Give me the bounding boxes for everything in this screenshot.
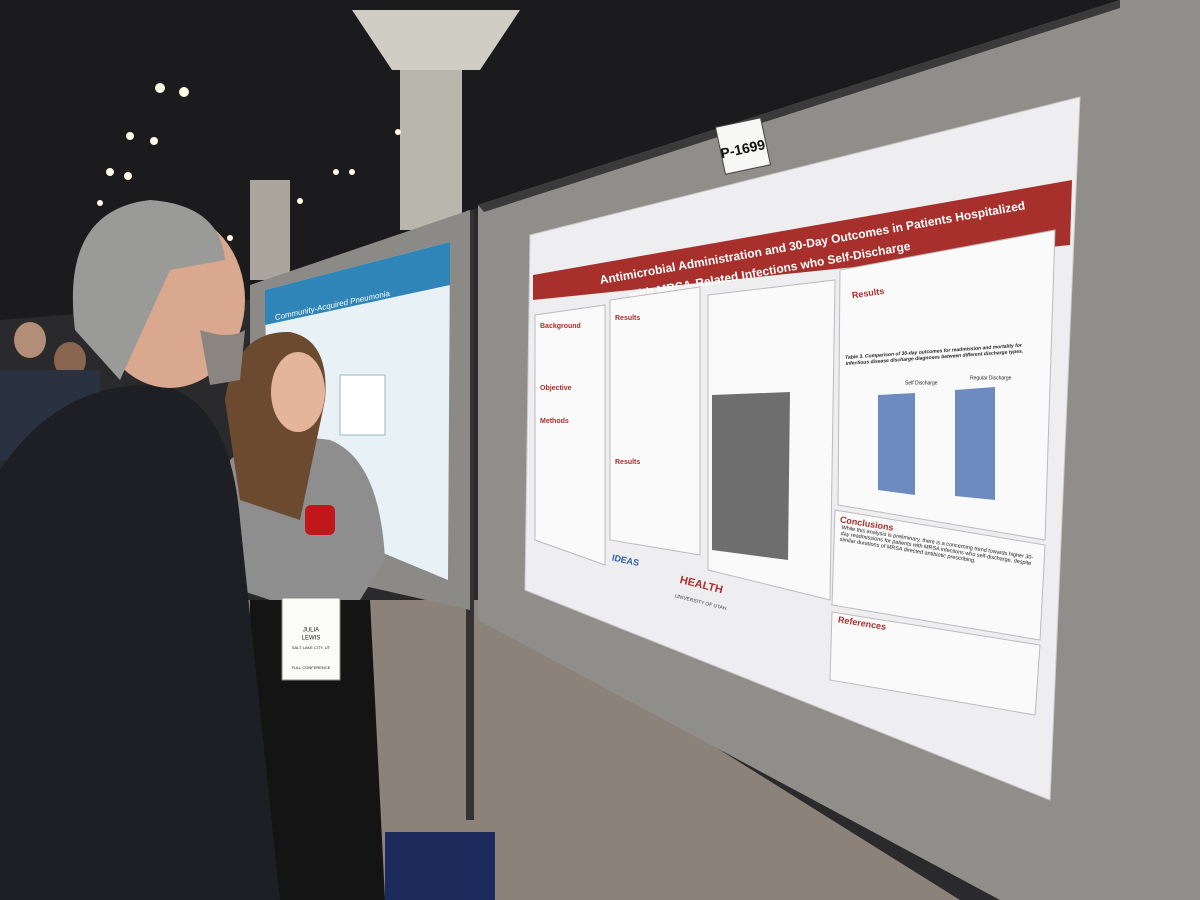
badge-name: LEWIS — [302, 636, 321, 642]
table-column: Self Discharge — [905, 380, 938, 386]
badge-name: JULIA — [303, 628, 319, 634]
badge — [281, 597, 341, 681]
table-2 — [712, 392, 790, 560]
soda-can — [305, 505, 335, 535]
man-hair — [72, 200, 225, 380]
sign-card — [714, 117, 772, 175]
badge-type: FULL CONFERENCE — [292, 665, 331, 670]
panel-frame — [478, 0, 1120, 212]
section-heading: Results — [851, 286, 885, 300]
man-jacket — [0, 384, 280, 900]
table-column: Regular Discharge — [970, 375, 1012, 381]
section-heading: Objective — [540, 385, 572, 392]
pillar-capital — [352, 10, 520, 70]
pillar — [400, 60, 462, 230]
woman-face — [271, 352, 325, 432]
left-poster-banner — [265, 242, 450, 325]
pillar — [250, 180, 290, 280]
section-heading: Background — [540, 323, 581, 330]
floor — [240, 600, 960, 900]
section-heading: Results — [615, 459, 640, 466]
section-heading: Methods — [540, 418, 569, 425]
bag — [385, 832, 495, 900]
left-poster-chart — [339, 374, 386, 436]
person-background — [54, 342, 86, 378]
section-heading: Results — [615, 315, 640, 322]
table-shading — [878, 393, 915, 495]
table-shading — [955, 387, 995, 500]
man-beard — [200, 330, 245, 385]
ceiling-lights — [97, 83, 401, 241]
person-background — [14, 322, 46, 358]
badge-city: SALT LAKE CITY, UT — [292, 645, 331, 650]
poster-banner — [533, 180, 1072, 300]
